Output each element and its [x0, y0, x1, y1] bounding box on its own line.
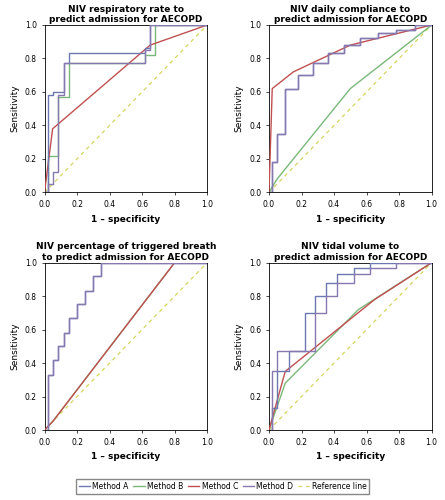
Legend: Method A, Method B, Method C, Method D, Reference line: Method A, Method B, Method C, Method D, …	[76, 478, 369, 494]
X-axis label: 1 – specificity: 1 – specificity	[91, 452, 161, 461]
X-axis label: 1 – specificity: 1 – specificity	[316, 214, 385, 224]
X-axis label: 1 – specificity: 1 – specificity	[316, 452, 385, 461]
Title: NIV tidal volume to
predict admission for AECOPD: NIV tidal volume to predict admission fo…	[274, 242, 427, 262]
Title: NIV respiratory rate to
predict admission for AECOPD: NIV respiratory rate to predict admissio…	[49, 5, 202, 24]
Y-axis label: Sensitivity: Sensitivity	[235, 85, 244, 132]
Title: NIV daily compliance to
predict admission for AECOPD: NIV daily compliance to predict admissio…	[274, 5, 427, 24]
Title: NIV percentage of triggered breath
to predict admission for AECOPD: NIV percentage of triggered breath to pr…	[36, 242, 216, 262]
Y-axis label: Sensitivity: Sensitivity	[10, 85, 19, 132]
X-axis label: 1 – specificity: 1 – specificity	[91, 214, 161, 224]
Y-axis label: Sensitivity: Sensitivity	[235, 322, 244, 370]
Y-axis label: Sensitivity: Sensitivity	[10, 322, 19, 370]
